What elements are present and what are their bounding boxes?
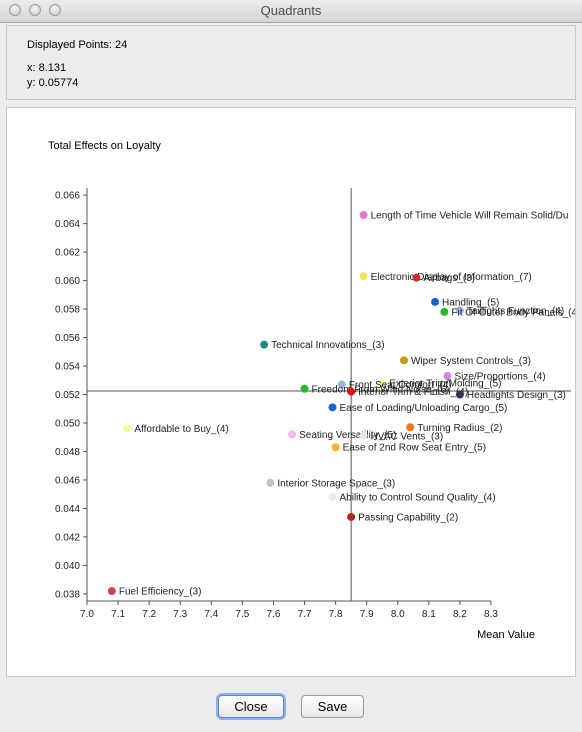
x-tick-label: 7.0	[80, 609, 94, 620]
x-tick-label: 7.1	[111, 609, 125, 620]
data-point	[107, 587, 116, 596]
x-tick-label: 7.6	[267, 609, 281, 620]
data-point-label: Ability to Control Sound Quality_(4)	[340, 493, 496, 504]
data-point	[431, 297, 440, 306]
y-axis-title: Total Effects on Loyalty	[48, 140, 161, 152]
y-tick-label: 0.042	[55, 532, 80, 543]
data-point-label: Fit Of Outer Body Panels_(4)	[451, 307, 575, 318]
y-tick-label: 0.040	[55, 561, 80, 572]
y-tick-label: 0.064	[55, 219, 80, 230]
x-tick-label: 8.0	[391, 609, 405, 620]
data-point	[455, 306, 464, 315]
x-tick-label: 7.5	[235, 609, 249, 620]
data-point	[300, 384, 309, 393]
data-point	[440, 307, 449, 316]
y-tick-label: 0.062	[55, 248, 80, 259]
y-tick-label: 0.050	[55, 418, 80, 429]
data-point	[406, 423, 415, 432]
data-point-label: Fuel Efficiency_(3)	[119, 587, 202, 598]
data-point	[266, 478, 275, 487]
data-point-label: Wiper System Controls_(3)	[411, 356, 531, 367]
info-panel: Displayed Points: 24 x: 8.131 y: 0.05774	[6, 25, 576, 100]
data-point-label: Electronic Display of Information_(7)	[371, 272, 532, 283]
close-button[interactable]: Close	[218, 695, 284, 718]
y-tick-label: 0.046	[55, 475, 80, 486]
data-point	[359, 272, 368, 281]
x-axis-title: Mean Value	[477, 629, 535, 641]
data-point	[359, 211, 368, 220]
data-point-label: Interior Trim & Finish_(4)	[358, 387, 468, 398]
data-point	[378, 379, 387, 388]
x-tick-label: 7.2	[142, 609, 156, 620]
y-tick-label: 0.052	[55, 390, 80, 401]
data-point	[328, 493, 337, 502]
quadrant-scatter-chart[interactable]: 0.038 0.040 0.042 0.044 0.046 0.048 0.050 0.052…	[7, 108, 575, 676]
data-point-label: Technical Innovations_(3)	[271, 340, 384, 351]
data-point-label: Interior Storage Space_(3)	[277, 478, 395, 489]
y-tick-label: 0.066	[55, 191, 80, 202]
y-tick-label: 0.056	[55, 333, 80, 344]
data-point	[331, 443, 340, 452]
data-point	[443, 371, 452, 380]
x-tick-label: 8.2	[453, 609, 467, 620]
data-point	[412, 273, 421, 282]
data-point	[359, 431, 368, 440]
data-point-label: Freedom From Wind Noise_(6)	[312, 384, 450, 395]
data-point	[337, 380, 346, 389]
y-tick-label: 0.048	[55, 447, 80, 458]
save-button[interactable]: Save	[301, 695, 364, 718]
window-close-icon[interactable]	[9, 4, 21, 16]
data-point-label: Taillights Function_(4)	[467, 306, 564, 317]
chart-panel: 0.038 0.040 0.042 0.044 0.046 0.048 0.050 0.052…	[6, 107, 576, 677]
data-point-label: Exterior Trim/Molding_(5)	[389, 379, 501, 390]
data-point-label: Headlights Design_(3)	[467, 390, 566, 401]
data-point-label: Size/Proportions_(4)	[454, 371, 545, 382]
window-title: Quadrants	[260, 3, 322, 18]
x-tick-label: 8.3	[484, 609, 498, 620]
data-point-label: Passing Capability_(2)	[358, 512, 458, 523]
displayed-points-label: Displayed Points: 24	[27, 39, 128, 51]
data-point	[123, 424, 132, 433]
x-readout: x: 8.131	[27, 62, 67, 74]
x-tick-label: 8.1	[422, 609, 436, 620]
data-point-label: Affordable to Buy_(4)	[134, 424, 228, 435]
data-point-label: Ease of Loading/Unloading Cargo_(5)	[340, 403, 508, 414]
data-point	[455, 390, 464, 399]
y-tick-label: 0.044	[55, 504, 80, 515]
window-minimize-icon[interactable]	[29, 4, 41, 16]
data-point-label: Handling_(5)	[442, 297, 499, 308]
y-tick-label: 0.060	[55, 276, 80, 287]
x-tick-label: 7.4	[204, 609, 218, 620]
window-maximize-icon[interactable]	[49, 4, 61, 16]
x-tick-label: 7.9	[360, 609, 374, 620]
x-tick-label: 7.7	[298, 609, 312, 620]
data-point-label: Ease of 2nd Row Seat Entry_(5)	[343, 443, 486, 454]
data-point-label: Airbags_(3)	[423, 273, 475, 284]
x-tick-label: 7.3	[173, 609, 187, 620]
data-point	[328, 403, 337, 412]
data-point	[399, 356, 408, 365]
x-tick-label: 7.8	[329, 609, 343, 620]
data-point	[260, 340, 269, 349]
data-point-label: HVAC Vents_(3)	[371, 431, 444, 442]
data-point-label: Seating Versatility_(5)	[299, 430, 396, 441]
data-point-label: Length of Time Vehicle Will Remain Solid…	[371, 211, 569, 222]
y-readout: y: 0.05774	[27, 77, 79, 89]
data-point-label: Front Seat Comfort_(4)	[349, 380, 452, 391]
data-point	[347, 512, 356, 521]
y-tick-label: 0.038	[55, 589, 80, 600]
data-point	[347, 387, 356, 396]
y-tick-label: 0.058	[55, 305, 80, 316]
data-point-label: Turning Radius_(2)	[417, 423, 502, 434]
title-bar: Quadrants	[0, 0, 582, 23]
y-tick-label: 0.054	[55, 362, 80, 373]
data-point	[288, 430, 297, 439]
